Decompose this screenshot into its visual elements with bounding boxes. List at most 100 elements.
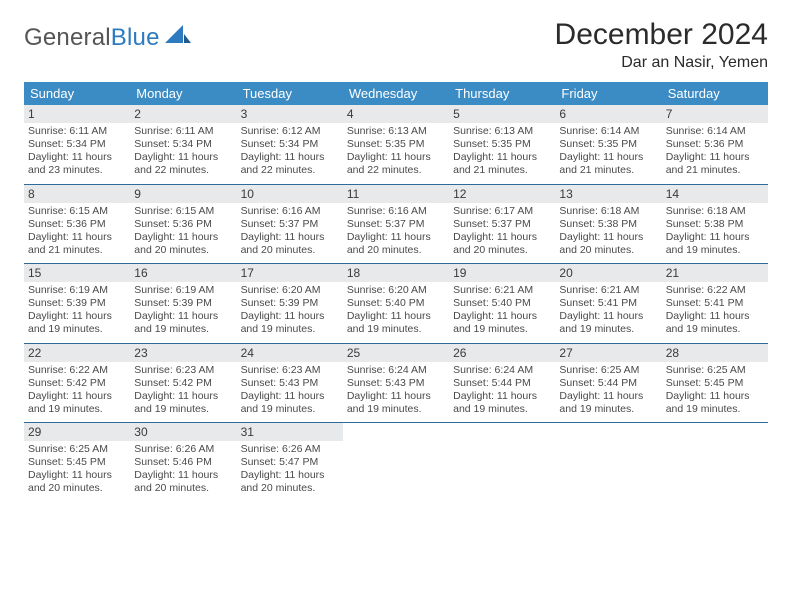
sunset-line: Sunset: 5:41 PM (559, 297, 657, 310)
sunset-line: Sunset: 5:41 PM (666, 297, 764, 310)
day-number: 20 (555, 264, 661, 282)
day-details: Sunrise: 6:16 AMSunset: 5:37 PMDaylight:… (347, 205, 445, 258)
calendar-day-cell: 21 Sunrise: 6:22 AMSunset: 5:41 PMDayligh… (662, 264, 768, 344)
daylight-line: Daylight: 11 hours and 19 minutes. (666, 390, 764, 416)
location-subtitle: Dar an Nasir, Yemen (555, 54, 768, 72)
day-details: Sunrise: 6:20 AMSunset: 5:40 PMDaylight:… (347, 284, 445, 337)
sunset-line: Sunset: 5:39 PM (241, 297, 339, 310)
sunset-line: Sunset: 5:45 PM (28, 456, 126, 469)
daylight-line: Daylight: 11 hours and 20 minutes. (28, 469, 126, 495)
daylight-line: Daylight: 11 hours and 20 minutes. (347, 231, 445, 257)
calendar-day-cell: 3 Sunrise: 6:12 AMSunset: 5:34 PMDaylight… (237, 105, 343, 184)
logo: GeneralBlue (24, 18, 191, 52)
sunset-line: Sunset: 5:44 PM (453, 377, 551, 390)
weekday-header: Monday (130, 82, 236, 105)
calendar-day-cell: 11 Sunrise: 6:16 AMSunset: 5:37 PMDayligh… (343, 184, 449, 264)
calendar-week-row: 15Sunrise: 6:19 AMSunset: 5:39 PMDayligh… (24, 264, 768, 344)
sunrise-line: Sunrise: 6:11 AM (134, 125, 232, 138)
month-title: December 2024 (555, 18, 768, 52)
day-number: 21 (662, 264, 768, 282)
day-number: 3 (237, 105, 343, 123)
calendar-day-cell: 22 Sunrise: 6:22 AMSunset: 5:42 PMDayligh… (24, 343, 130, 423)
day-number: 30 (130, 423, 236, 441)
day-details: Sunrise: 6:22 AMSunset: 5:41 PMDaylight:… (666, 284, 764, 337)
day-details: Sunrise: 6:23 AMSunset: 5:43 PMDaylight:… (241, 364, 339, 417)
day-details: Sunrise: 6:18 AMSunset: 5:38 PMDaylight:… (666, 205, 764, 258)
title-block: December 2024 Dar an Nasir, Yemen (555, 18, 768, 72)
calendar-day-cell: 12Sunrise: 6:17 AMSunset: 5:37 PMDayligh… (449, 184, 555, 264)
day-number: 14 (662, 185, 768, 203)
calendar-day-cell: 8Sunrise: 6:15 AMSunset: 5:36 PMDaylight… (24, 184, 130, 264)
sunrise-line: Sunrise: 6:25 AM (559, 364, 657, 377)
day-details: Sunrise: 6:25 AMSunset: 5:45 PMDaylight:… (28, 443, 126, 496)
calendar-week-row: 29Sunrise: 6:25 AMSunset: 5:45 PMDayligh… (24, 423, 768, 502)
daylight-line: Daylight: 11 hours and 19 minutes. (666, 310, 764, 336)
day-details: Sunrise: 6:17 AMSunset: 5:37 PMDaylight:… (453, 205, 551, 258)
day-number: 25 (343, 344, 449, 362)
logo-part1: General (24, 24, 111, 51)
calendar-day-cell: 24 Sunrise: 6:23 AMSunset: 5:43 PMDayligh… (237, 343, 343, 423)
sunset-line: Sunset: 5:39 PM (28, 297, 126, 310)
calendar-day-cell: 4Sunrise: 6:13 AMSunset: 5:35 PMDaylight… (343, 105, 449, 184)
calendar-day-cell: 5Sunrise: 6:13 AMSunset: 5:35 PMDaylight… (449, 105, 555, 184)
day-number: 18 (343, 264, 449, 282)
calendar-day-cell: 23Sunrise: 6:23 AMSunset: 5:42 PMDayligh… (130, 343, 236, 423)
daylight-line: Daylight: 11 hours and 19 minutes. (453, 390, 551, 416)
day-number: 13 (555, 185, 661, 203)
sunrise-line: Sunrise: 6:21 AM (453, 284, 551, 297)
day-details: Sunrise: 6:15 AMSunset: 5:36 PMDaylight:… (134, 205, 232, 258)
day-number: 23 (130, 344, 236, 362)
calendar-day-cell: 29Sunrise: 6:25 AMSunset: 5:45 PMDayligh… (24, 423, 130, 502)
calendar-day-cell: 14 Sunrise: 6:18 AMSunset: 5:38 PMDayligh… (662, 184, 768, 264)
sunrise-line: Sunrise: 6:25 AM (28, 443, 126, 456)
daylight-line: Daylight: 11 hours and 19 minutes. (28, 390, 126, 416)
day-details: Sunrise: 6:21 AMSunset: 5:40 PMDaylight:… (453, 284, 551, 337)
sunrise-line: Sunrise: 6:18 AM (666, 205, 764, 218)
day-details: Sunrise: 6:26 AMSunset: 5:46 PMDaylight:… (134, 443, 232, 496)
day-number: 4 (343, 105, 449, 123)
daylight-line: Daylight: 11 hours and 19 minutes. (134, 390, 232, 416)
sunset-line: Sunset: 5:44 PM (559, 377, 657, 390)
sunset-line: Sunset: 5:45 PM (666, 377, 764, 390)
sunset-line: Sunset: 5:40 PM (347, 297, 445, 310)
daylight-line: Daylight: 11 hours and 19 minutes. (241, 310, 339, 336)
day-number: 26 (449, 344, 555, 362)
daylight-line: Daylight: 11 hours and 19 minutes. (666, 231, 764, 257)
day-details: Sunrise: 6:14 AMSunset: 5:35 PMDaylight:… (559, 125, 657, 178)
sunset-line: Sunset: 5:42 PM (28, 377, 126, 390)
calendar-week-row: 1Sunrise: 6:11 AMSunset: 5:34 PMDaylight… (24, 105, 768, 184)
day-number: 10 (237, 185, 343, 203)
calendar-day-cell: 6Sunrise: 6:14 AMSunset: 5:35 PMDaylight… (555, 105, 661, 184)
sunset-line: Sunset: 5:43 PM (241, 377, 339, 390)
calendar-day-cell: 13 Sunrise: 6:18 AMSunset: 5:38 PMDayligh… (555, 184, 661, 264)
calendar-table: Sunday Monday Tuesday Wednesday Thursday… (24, 82, 768, 502)
daylight-line: Daylight: 11 hours and 21 minutes. (453, 151, 551, 177)
sunset-line: Sunset: 5:37 PM (347, 218, 445, 231)
day-details: Sunrise: 6:12 AMSunset: 5:34 PMDaylight:… (241, 125, 339, 178)
day-number: 22 (24, 344, 130, 362)
calendar-day-cell: 7 Sunrise: 6:14 AMSunset: 5:36 PMDaylight… (662, 105, 768, 184)
day-details: Sunrise: 6:24 AMSunset: 5:43 PMDaylight:… (347, 364, 445, 417)
calendar-day-cell: 19Sunrise: 6:21 AMSunset: 5:40 PMDayligh… (449, 264, 555, 344)
calendar-day-cell: 28Sunrise: 6:25 AMSunset: 5:45 PMDayligh… (662, 343, 768, 423)
day-details: Sunrise: 6:21 AMSunset: 5:41 PMDaylight:… (559, 284, 657, 337)
sunrise-line: Sunrise: 6:19 AM (28, 284, 126, 297)
day-number: 24 (237, 344, 343, 362)
day-number: 7 (662, 105, 768, 123)
daylight-line: Daylight: 11 hours and 20 minutes. (241, 469, 339, 495)
sunrise-line: Sunrise: 6:24 AM (347, 364, 445, 377)
sunset-line: Sunset: 5:42 PM (134, 377, 232, 390)
day-details: Sunrise: 6:18 AMSunset: 5:38 PMDaylight:… (559, 205, 657, 258)
daylight-line: Daylight: 11 hours and 21 minutes. (666, 151, 764, 177)
calendar-week-row: 8Sunrise: 6:15 AMSunset: 5:36 PMDaylight… (24, 184, 768, 264)
day-details: Sunrise: 6:22 AMSunset: 5:42 PMDaylight:… (28, 364, 126, 417)
day-details: Sunrise: 6:20 AMSunset: 5:39 PMDaylight:… (241, 284, 339, 337)
day-details: Sunrise: 6:14 AMSunset: 5:36 PMDaylight:… (666, 125, 764, 178)
header: GeneralBlue December 2024 Dar an Nasir, … (24, 18, 768, 72)
weekday-header-row: Sunday Monday Tuesday Wednesday Thursday… (24, 82, 768, 105)
day-details: Sunrise: 6:25 AMSunset: 5:45 PMDaylight:… (666, 364, 764, 417)
calendar-day-cell: 18 Sunrise: 6:20 AMSunset: 5:40 PMDayligh… (343, 264, 449, 344)
day-number: 11 (343, 185, 449, 203)
sunrise-line: Sunrise: 6:11 AM (28, 125, 126, 138)
day-number: 8 (24, 185, 130, 203)
